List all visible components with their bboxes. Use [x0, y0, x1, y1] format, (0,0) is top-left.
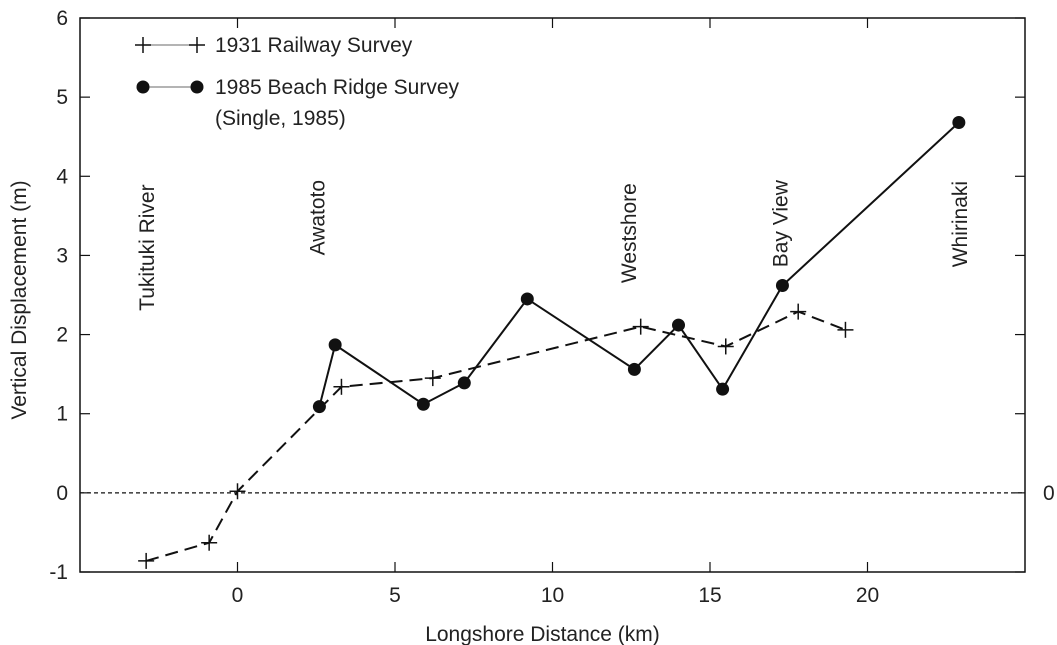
data-series: [138, 115, 966, 569]
x-tick-label: 0: [232, 584, 244, 607]
plot-frame: [79, 17, 1026, 573]
x-tick-label: 10: [541, 584, 564, 607]
data-point-dot: [312, 400, 326, 414]
x-tick-label: 20: [856, 584, 879, 607]
y-axis-title: Vertical Displacement (m): [8, 180, 31, 419]
x-tick-label: 15: [698, 584, 721, 607]
series-line: [145, 310, 846, 562]
location-labels: Tukituki River Awatoto Westshore Bay View Wh…: [136, 179, 972, 311]
y-tick-label: 1: [56, 403, 68, 426]
plot-area: [79, 17, 1026, 573]
y-tick-label: -1: [49, 561, 68, 584]
data-point-dot: [775, 279, 789, 293]
legend-marker-dot: [190, 80, 204, 94]
x-axis-title: Longshore Distance (km): [425, 623, 660, 645]
legend-label: (Single, 1985): [215, 107, 346, 130]
axes: 0 -1 0 1 2 3 4 5 6 0 5 10 15 20 Longshore Distance (km…: [8, 7, 1055, 645]
location-label: Whirinaki: [949, 181, 972, 267]
legend: 1931 Railway Survey 1985 Beach Ridge Surv…: [135, 34, 459, 130]
y-tick-label: 6: [56, 7, 68, 30]
y-tick-label: 5: [56, 86, 68, 109]
location-label: Westshore: [618, 183, 641, 283]
y-tick-label: 2: [56, 324, 68, 347]
data-point-dot: [716, 382, 730, 396]
x-tick-label: 5: [389, 584, 401, 607]
legend-label: 1931 Railway Survey: [215, 34, 413, 57]
data-point-dot: [672, 318, 685, 332]
data-point-dot: [627, 362, 641, 376]
y-tick-label: 0: [56, 482, 68, 505]
y-tick-label: 4: [56, 165, 68, 188]
data-point-dot: [457, 376, 471, 390]
location-label: Awatoto: [306, 180, 329, 256]
data-point-dot: [520, 292, 534, 306]
series-railway-1931: [138, 303, 854, 569]
y-tick-label: 3: [56, 244, 68, 267]
location-label: Bay View: [769, 179, 792, 267]
data-point-dot: [328, 338, 342, 352]
series-line: [318, 121, 960, 407]
legend-marker-dot: [136, 80, 150, 94]
data-point-dot: [416, 397, 430, 411]
legend-label: 1985 Beach Ridge Survey: [215, 76, 459, 99]
location-label: Tukituki River: [136, 184, 159, 310]
data-point-dot: [952, 115, 966, 129]
zero-right-label: 0: [1043, 482, 1055, 505]
series-beach-ridge-1985: [312, 115, 966, 414]
